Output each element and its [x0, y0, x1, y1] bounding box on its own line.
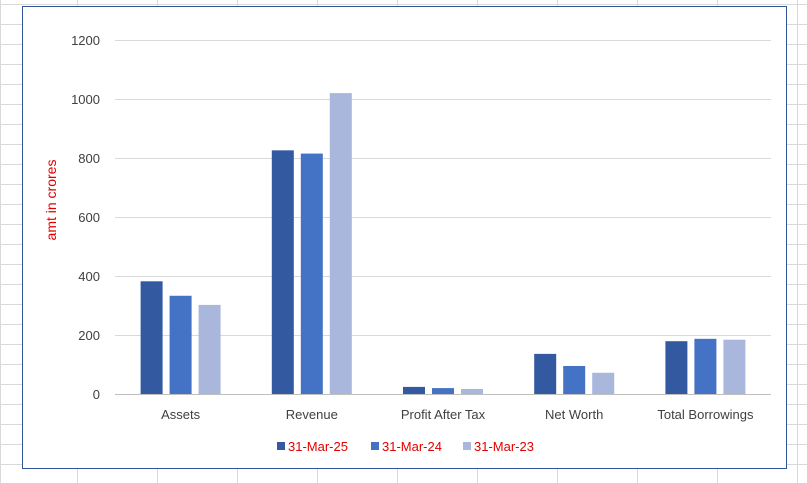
y-tick-label: 200 — [78, 328, 100, 343]
y-axis-label: amt in crores — [43, 160, 59, 241]
gridlines — [115, 40, 771, 395]
legend-item: 31-Mar-25 — [277, 439, 348, 454]
bar — [694, 338, 717, 394]
x-category-label: Net Worth — [545, 407, 603, 422]
bar — [140, 281, 163, 394]
legend-item: 31-Mar-24 — [371, 439, 442, 454]
x-category-label: Total Borrowings — [657, 407, 754, 422]
bar — [592, 372, 615, 394]
bar — [461, 388, 483, 394]
y-tick-label: 1200 — [71, 33, 100, 48]
bar — [169, 295, 192, 394]
chart-area[interactable]: 0 200 400 600 800 1000 1200 Assets Revenue Profi… — [22, 6, 787, 469]
bar — [723, 339, 746, 394]
bars — [140, 93, 746, 394]
y-tick-label: 600 — [78, 210, 100, 225]
bar — [271, 150, 294, 394]
y-tick-label: 0 — [93, 387, 100, 402]
y-axis-ticks: 0 200 400 600 800 1000 1200 — [71, 33, 100, 402]
bar-chart: 0 200 400 600 800 1000 1200 Assets Revenue Profi… — [43, 33, 771, 454]
bar — [403, 386, 425, 394]
x-category-label: Profit After Tax — [401, 407, 486, 422]
y-tick-label: 400 — [78, 269, 100, 284]
legend-swatch — [463, 442, 471, 450]
legend-label: 31-Mar-23 — [474, 439, 534, 454]
y-tick-label: 800 — [78, 151, 100, 166]
bar — [300, 153, 323, 394]
x-axis-categories: Assets Revenue Profit After Tax Net Worth To… — [161, 407, 754, 422]
x-category-label: Revenue — [286, 407, 338, 422]
legend-item: 31-Mar-23 — [463, 439, 534, 454]
legend-swatch — [277, 442, 285, 450]
legend-label: 31-Mar-25 — [288, 439, 348, 454]
legend: 31-Mar-25 31-Mar-24 31-Mar-23 — [277, 439, 534, 454]
bar — [198, 304, 221, 394]
legend-swatch — [371, 442, 379, 450]
bar — [329, 93, 352, 394]
y-tick-label: 1000 — [71, 92, 100, 107]
bar — [534, 353, 557, 394]
bar — [563, 365, 586, 394]
legend-label: 31-Mar-24 — [382, 439, 442, 454]
bar — [665, 341, 688, 394]
x-category-label: Assets — [161, 407, 201, 422]
bar — [432, 388, 454, 394]
